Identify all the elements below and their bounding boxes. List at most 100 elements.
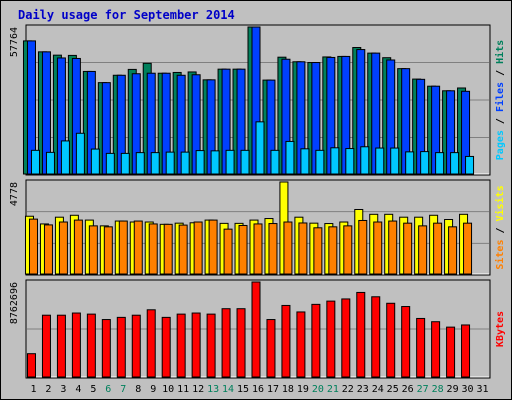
bar-pages-day-11 [180, 151, 190, 175]
x-tick-label-day-12: 12 [192, 384, 204, 395]
x-tick-label-day-21: 21 [327, 384, 339, 395]
x-tick-label-day-5: 5 [90, 384, 96, 395]
bar-kbytes-day-4 [71, 312, 81, 378]
bar-pages-day-24 [375, 147, 385, 175]
bar-sites-day-4 [73, 219, 83, 275]
x-tick-label-day-11: 11 [177, 384, 189, 395]
bar-pages-day-29 [450, 152, 460, 175]
bar-sites-day-21 [328, 226, 338, 275]
bar-sites-day-8 [133, 220, 143, 275]
bar-pages-day-14 [225, 149, 235, 175]
bar-kbytes-day-8 [131, 314, 141, 378]
bar-kbytes-day-19 [296, 311, 306, 378]
bar-kbytes-day-22 [341, 298, 351, 378]
bar-pages-day-10 [165, 151, 175, 175]
bar-kbytes-day-27 [416, 317, 426, 378]
bar-pages-day-6 [105, 152, 115, 175]
bar-pages-day-23 [360, 146, 370, 175]
bar-sites-day-13 [208, 219, 218, 275]
x-tick-label-day-20: 20 [312, 384, 324, 395]
x-tick-label-day-13: 13 [207, 384, 219, 395]
bar-kbytes-day-20 [311, 303, 321, 378]
bar-pages-day-26 [405, 151, 415, 175]
bar-pages-day-1 [30, 149, 40, 175]
bar-sites-day-15 [238, 224, 248, 275]
bar-sites-day-20 [313, 227, 323, 275]
bar-pages-day-30 [465, 155, 475, 175]
bar-kbytes-day-28 [431, 321, 441, 378]
bar-kbytes-day-30 [461, 324, 471, 378]
bar-kbytes-day-14 [221, 308, 231, 378]
bar-pages-day-27 [420, 151, 430, 175]
bar-kbytes-day-11 [176, 313, 186, 378]
legend-entry: / [495, 112, 506, 130]
bar-kbytes-day-10 [161, 316, 171, 378]
bar-sites-day-6 [103, 226, 113, 275]
bar-sites-day-29 [448, 226, 458, 275]
bar-kbytes-day-26 [401, 306, 411, 378]
x-tick-label-day-26: 26 [402, 384, 414, 395]
x-tick-label-day-2: 2 [45, 384, 51, 395]
bar-pages-day-2 [45, 151, 55, 175]
x-tick-label-day-25: 25 [387, 384, 399, 395]
x-tick-label-day-22: 22 [342, 384, 354, 395]
bar-kbytes-day-3 [56, 314, 66, 378]
x-tick-label-day-17: 17 [267, 384, 279, 395]
bar-sites-day-5 [88, 225, 98, 275]
bar-sites-day-23 [358, 219, 368, 275]
bar-kbytes-day-5 [86, 313, 96, 378]
bar-pages-day-16 [255, 121, 265, 175]
x-tick-label-day-30: 30 [462, 384, 474, 395]
bar-kbytes-day-15 [236, 308, 246, 378]
bar-kbytes-day-23 [356, 291, 366, 378]
panel-2-legend: KBytes [495, 311, 506, 347]
x-tick-label-day-8: 8 [135, 384, 141, 395]
x-tick-label-day-9: 9 [150, 384, 156, 395]
bar-kbytes-day-1 [26, 353, 36, 378]
bar-sites-day-11 [178, 224, 188, 275]
x-tick-label-day-4: 4 [75, 384, 81, 395]
bar-kbytes-day-6 [101, 319, 111, 378]
x-tick-label-day-18: 18 [282, 384, 294, 395]
bar-pages-day-21 [330, 147, 340, 175]
panel-1-legend: Sites / Visits [494, 185, 506, 269]
bar-sites-day-9 [148, 223, 158, 275]
bar-kbytes-day-13 [206, 313, 216, 378]
bar-pages-day-3 [60, 140, 70, 175]
legend-entry: / [495, 221, 506, 239]
bar-pages-day-5 [90, 148, 100, 175]
x-tick-label-day-31: 31 [476, 384, 488, 395]
bar-kbytes-day-12 [191, 312, 201, 378]
x-tick-label-day-7: 7 [120, 384, 126, 395]
bar-pages-day-12 [195, 150, 205, 175]
bar-sites-day-14 [223, 228, 233, 275]
bar-sites-day-18 [283, 221, 293, 275]
x-tick-label-day-27: 27 [417, 384, 429, 395]
bar-pages-day-9 [150, 152, 160, 175]
bar-sites-day-2 [43, 224, 53, 275]
bar-sites-day-17 [268, 223, 278, 275]
bar-sites-day-10 [163, 223, 173, 275]
bar-pages-day-7 [120, 152, 130, 175]
bar-pages-day-28 [435, 152, 445, 175]
legend-entry: Sites [494, 240, 506, 270]
bar-pages-day-22 [345, 148, 355, 175]
x-tick-label-day-15: 15 [237, 384, 249, 395]
bar-kbytes-day-18 [281, 304, 291, 378]
bar-kbytes-day-9 [146, 309, 156, 378]
bar-kbytes-day-24 [371, 296, 381, 378]
panel-0-legend: Pages / Files / Hits [494, 40, 506, 160]
legend-entry: Pages [495, 130, 506, 160]
bar-sites-day-25 [388, 220, 398, 275]
bar-kbytes-day-21 [326, 300, 336, 378]
x-tick-label-day-29: 29 [447, 384, 459, 395]
bar-sites-day-30 [463, 222, 473, 275]
bar-sites-day-7 [118, 220, 128, 275]
bar-pages-day-15 [240, 149, 250, 175]
x-tick-label-day-16: 16 [252, 384, 264, 395]
bar-sites-day-28 [433, 222, 443, 275]
bar-sites-day-16 [253, 223, 263, 275]
legend-entry: / [495, 64, 506, 82]
chart-title: Daily usage for September 2014 [18, 8, 235, 22]
